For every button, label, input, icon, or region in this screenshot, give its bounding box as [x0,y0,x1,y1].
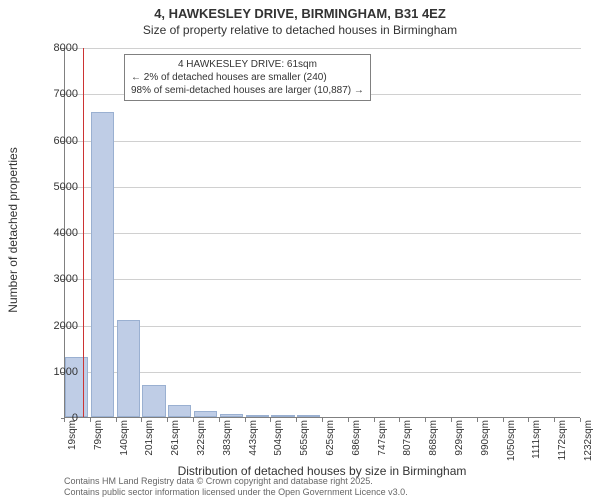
histogram-bar [271,415,294,417]
xtick-label: 443sqm [248,420,259,456]
gridline [65,141,581,142]
ytick-label: 0 [38,412,78,424]
xtick-mark [580,418,581,422]
histogram-bar [194,411,217,417]
xtick-label: 868sqm [428,420,439,456]
xtick-label: 383sqm [222,420,233,456]
xtick-mark [503,418,504,422]
ytick-label: 4000 [38,227,78,239]
gridline [65,187,581,188]
gridline [65,279,581,280]
histogram-bar [246,415,269,417]
xtick-mark [477,418,478,422]
xtick-label: 990sqm [480,420,491,456]
xtick-label: 1111sqm [531,420,542,459]
xtick-mark [167,418,168,422]
plot-region [64,48,580,418]
ytick-label: 6000 [38,135,78,147]
xtick-mark [425,418,426,422]
histogram-bar [220,414,243,417]
gridline [65,372,581,373]
xtick-label: 504sqm [273,420,284,456]
xtick-mark [451,418,452,422]
ytick-label: 8000 [38,42,78,54]
xtick-label: 565sqm [299,420,310,456]
annotation-line1: 4 HAWKESLEY DRIVE: 61sqm [131,58,364,71]
xtick-mark [348,418,349,422]
xtick-mark [219,418,220,422]
marker-line [83,48,84,417]
xtick-label: 1050sqm [506,420,517,461]
ytick-label: 2000 [38,320,78,332]
xtick-mark [193,418,194,422]
xtick-label: 1172sqm [557,420,568,460]
xtick-label: 1232sqm [583,420,594,461]
xtick-label: 807sqm [402,420,413,456]
annotation-box: 4 HAWKESLEY DRIVE: 61sqm ← 2% of detache… [124,54,371,101]
xtick-label: 19sqm [67,420,78,450]
xtick-label: 201sqm [144,420,155,456]
chart-subtitle: Size of property relative to detached ho… [0,23,600,39]
xtick-label: 929sqm [454,420,465,456]
xtick-mark [270,418,271,422]
annotation-line2: ← 2% of detached houses are smaller (240… [131,71,364,84]
xtick-label: 261sqm [170,420,181,456]
credits: Contains HM Land Registry data © Crown c… [64,476,408,498]
xtick-label: 322sqm [196,420,207,456]
histogram-bar [91,112,114,417]
xtick-label: 79sqm [93,420,104,450]
chart-area: 4 HAWKESLEY DRIVE: 61sqm ← 2% of detache… [64,48,580,418]
chart-title: 4, HAWKESLEY DRIVE, BIRMINGHAM, B31 4EZ [0,0,600,23]
xtick-label: 625sqm [325,420,336,456]
histogram-bar [117,320,140,417]
xtick-label: 747sqm [377,420,388,456]
xtick-mark [141,418,142,422]
credits-line1: Contains HM Land Registry data © Crown c… [64,476,408,487]
xtick-mark [245,418,246,422]
xtick-mark [528,418,529,422]
xtick-mark [322,418,323,422]
chart-container: 4, HAWKESLEY DRIVE, BIRMINGHAM, B31 4EZ … [0,0,600,500]
ytick-label: 3000 [38,273,78,285]
histogram-bar [142,385,165,417]
gridline [65,233,581,234]
xtick-mark [116,418,117,422]
ytick-label: 5000 [38,181,78,193]
annotation-line3: 98% of semi-detached houses are larger (… [131,84,364,97]
xtick-mark [399,418,400,422]
xtick-mark [90,418,91,422]
ytick-label: 1000 [38,366,78,378]
xtick-mark [554,418,555,422]
ytick-label: 7000 [38,88,78,100]
credits-line2: Contains public sector information licen… [64,487,408,498]
histogram-bar [168,405,191,417]
xtick-mark [374,418,375,422]
xtick-mark [296,418,297,422]
gridline [65,48,581,49]
y-axis-label: Number of detached properties [6,147,20,312]
histogram-bar [297,415,320,417]
xtick-label: 140sqm [119,420,130,456]
gridline [65,326,581,327]
xtick-label: 686sqm [351,420,362,456]
